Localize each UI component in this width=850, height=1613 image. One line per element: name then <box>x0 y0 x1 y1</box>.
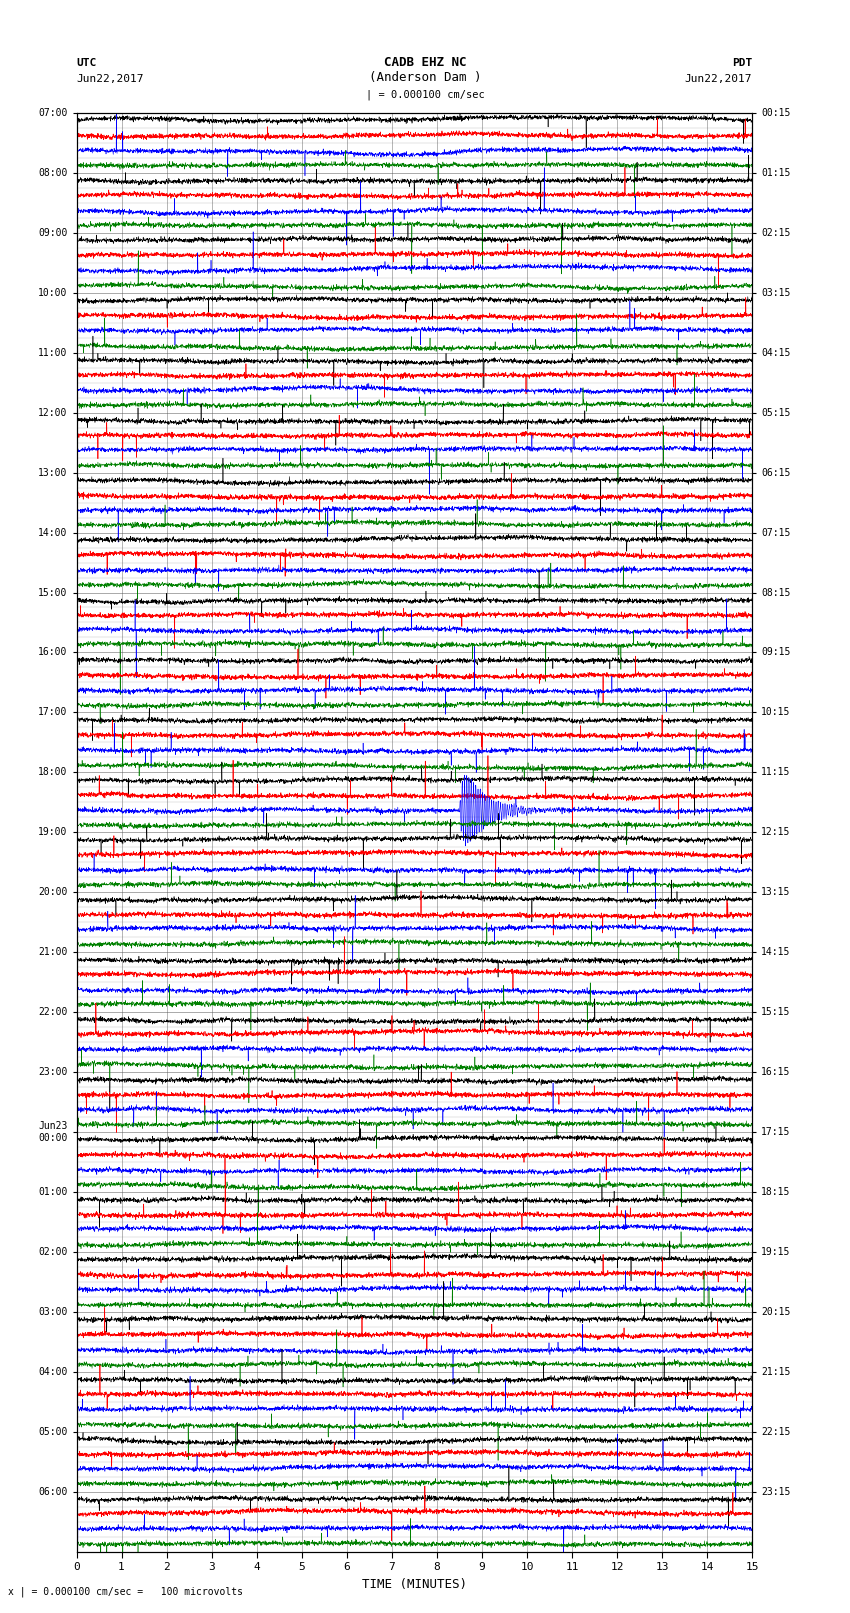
Text: Jun22,2017: Jun22,2017 <box>76 74 144 84</box>
Text: UTC: UTC <box>76 58 97 68</box>
Text: | = 0.000100 cm/sec: | = 0.000100 cm/sec <box>366 89 484 100</box>
Text: (Anderson Dam ): (Anderson Dam ) <box>369 71 481 84</box>
Text: x | = 0.000100 cm/sec =   100 microvolts: x | = 0.000100 cm/sec = 100 microvolts <box>8 1586 243 1597</box>
Text: CADB EHZ NC: CADB EHZ NC <box>383 56 467 69</box>
Text: Jun22,2017: Jun22,2017 <box>685 74 752 84</box>
X-axis label: TIME (MINUTES): TIME (MINUTES) <box>362 1578 467 1590</box>
Text: PDT: PDT <box>732 58 752 68</box>
